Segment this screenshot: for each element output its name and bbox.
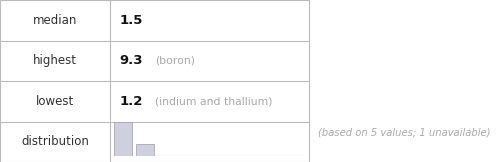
Text: (indium and thallium): (indium and thallium)	[154, 96, 272, 106]
Text: distribution: distribution	[21, 135, 89, 148]
Text: 1.5: 1.5	[119, 14, 142, 27]
Text: 9.3: 9.3	[119, 54, 142, 67]
Bar	[136, 144, 154, 156]
Text: (boron): (boron)	[154, 56, 195, 66]
Text: highest: highest	[33, 54, 77, 67]
Text: (based on 5 values; 1 unavailable): (based on 5 values; 1 unavailable)	[318, 128, 490, 138]
Text: median: median	[33, 14, 77, 27]
Bar	[114, 122, 132, 156]
Text: 1.2: 1.2	[119, 95, 142, 108]
Text: lowest: lowest	[36, 95, 74, 108]
